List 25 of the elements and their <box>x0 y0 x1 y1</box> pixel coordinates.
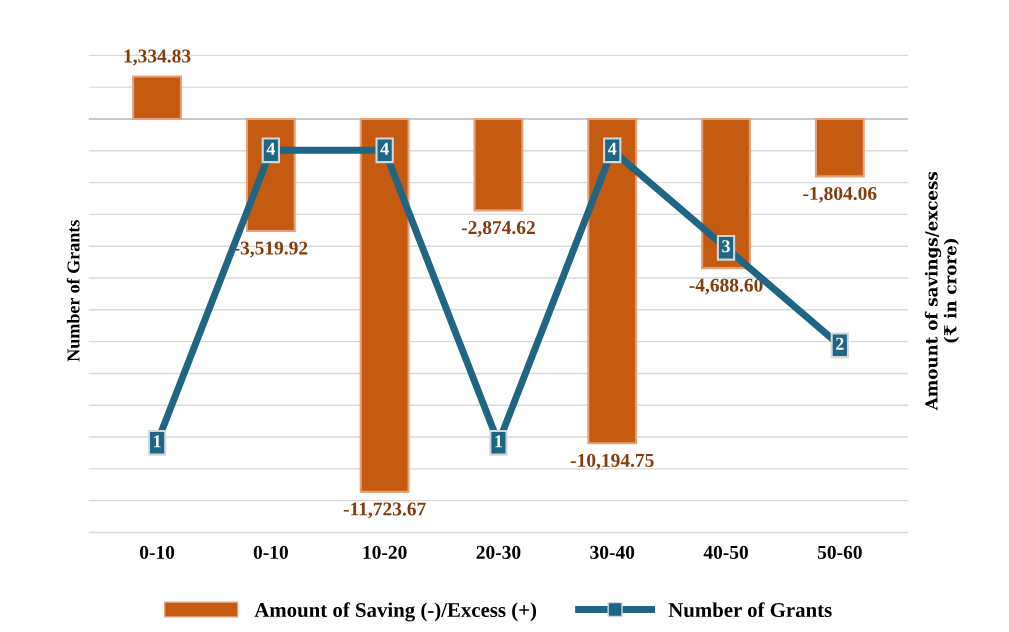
x-tick-label: 20-30 <box>476 545 521 559</box>
data-label: -1,804.06 <box>803 186 877 203</box>
data-label: 1,334.83 <box>124 49 191 66</box>
x-tick-label: 30-40 <box>590 545 635 559</box>
data-label: 1 <box>154 435 161 448</box>
x-tick-label: 10-20 <box>363 545 407 559</box>
x-tick-label: 0-10 <box>253 545 288 559</box>
data-label: 2 <box>836 337 844 350</box>
x-tick-label: 50-60 <box>817 545 862 559</box>
data-label: -10,194.75 <box>570 453 654 470</box>
data-label: 4 <box>266 142 276 155</box>
data-label: 4 <box>607 142 617 155</box>
data-label: 1 <box>495 435 503 448</box>
data-label: -11,723.67 <box>343 502 426 519</box>
data-label: -2,874.62 <box>461 220 535 237</box>
legend-label: Number of Grants <box>668 602 832 618</box>
x-tick-label: 0-10 <box>139 545 175 559</box>
y-axis-title: Amount of savings/excess (₹ in crore) <box>924 171 959 411</box>
legend-label: Amount of Saving (-)/Excess (+) <box>254 602 537 622</box>
data-label: 3 <box>722 240 730 253</box>
data-label: -3,519.92 <box>234 241 308 258</box>
y2-axis-title: Number of Grants <box>66 220 80 362</box>
data-label: 4 <box>380 142 389 155</box>
data-label: -4,688.60 <box>689 278 763 295</box>
x-tick-label: 40-50 <box>703 545 748 559</box>
